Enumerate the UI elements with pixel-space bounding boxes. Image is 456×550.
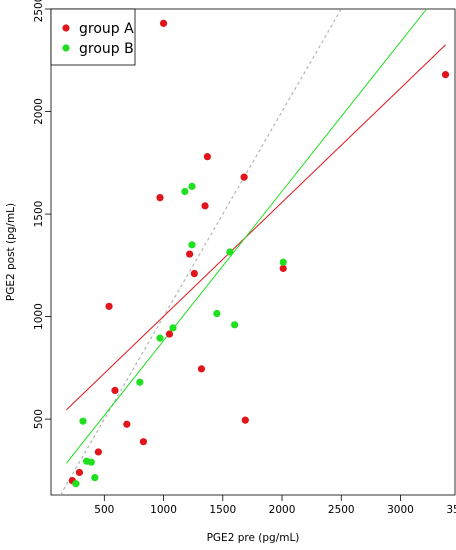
data-point-group-a (203, 153, 211, 161)
x-axis-label: PGE2 pre (pg/mL) (207, 532, 300, 544)
legend: group A group B (50, 8, 136, 66)
x-tick-label: 2000 (269, 504, 296, 516)
plot-frame (50, 8, 456, 496)
y-tick-label: 1500 (33, 201, 45, 228)
data-point-group-a (156, 194, 164, 202)
fit-line-group-b (66, 8, 427, 464)
legend-label-group-b: group B (79, 41, 134, 57)
data-point-group-a (159, 19, 168, 27)
data-point-group-a (240, 173, 248, 181)
data-point-group-a (94, 448, 102, 456)
data-point-group-b (279, 258, 287, 266)
legend-marker-group-b (62, 44, 70, 52)
data-point-group-a (139, 438, 148, 446)
data-point-group-b (79, 417, 87, 425)
data-point-group-b (188, 182, 196, 190)
x-tick-label: 2500 (328, 504, 355, 516)
y-tick-label: 2500 (33, 0, 45, 22)
data-point-group-a (279, 264, 287, 273)
data-point-group-a (197, 365, 206, 373)
data-point-group-b (181, 187, 189, 196)
y-axis-label: PGE2 post (pg/mL) (5, 203, 17, 301)
data-point-group-a (186, 250, 194, 258)
data-point-group-b (188, 241, 196, 249)
data-point-group-b (87, 458, 95, 466)
x-tick-label: 500 (94, 504, 114, 516)
data-point-group-a (190, 269, 198, 278)
y-tick-label: 2000 (33, 98, 45, 125)
x-tick-label: 3000 (387, 504, 414, 516)
data-point-group-a (123, 420, 131, 428)
y-tick-label: 1000 (33, 303, 45, 330)
legend-box (50, 8, 136, 66)
data-point-group-a (201, 202, 209, 210)
data-point-group-b (136, 378, 144, 386)
data-point-group-b (72, 480, 80, 488)
data-point-group-a (75, 468, 84, 477)
y-tick-label: 500 (33, 409, 45, 429)
data-point-group-a (105, 302, 113, 310)
legend-label-group-a: group A (79, 21, 134, 37)
x-tick-label: 1500 (209, 504, 236, 516)
data-point-group-a (241, 416, 249, 424)
data-point-group-a (111, 386, 119, 395)
reference-line (59, 8, 342, 496)
data-point-group-b (226, 248, 234, 256)
data-point-group-a (441, 71, 450, 79)
fit-line-group-a (66, 44, 446, 411)
data-point-group-a (165, 330, 174, 338)
data-point-group-b (91, 473, 99, 482)
x-tick-label: 1000 (150, 504, 177, 516)
data-point-group-b (231, 321, 239, 329)
data-point-group-b (169, 324, 177, 332)
legend-marker-group-a (62, 24, 70, 32)
y-axis: 500 1000 1500 2000 2500 (33, 0, 51, 429)
data-point-group-b (213, 309, 221, 318)
data-point-group-b (156, 334, 164, 342)
